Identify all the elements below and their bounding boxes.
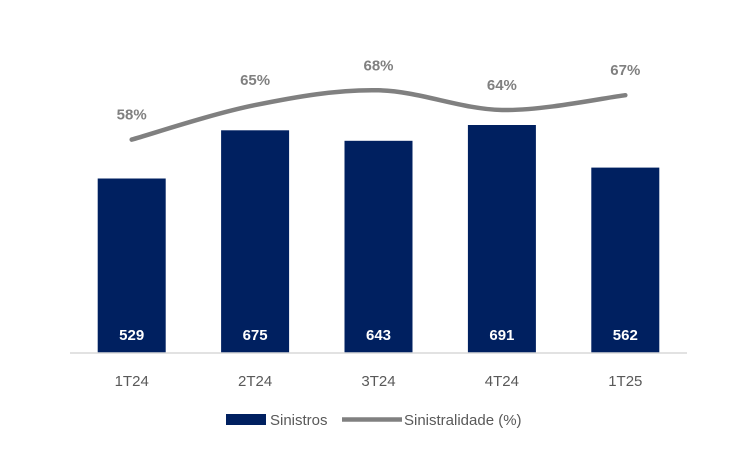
line-value-label-3T24: 68% [363, 57, 393, 74]
bar-value-label-1T25: 562 [613, 327, 638, 344]
bars-layer [97, 125, 660, 353]
category-label-1T24: 1T24 [115, 373, 149, 390]
bar-1T25 [591, 167, 660, 353]
bar-2T24 [221, 130, 290, 353]
category-label-2T24: 2T24 [238, 373, 272, 390]
category-label-4T24: 4T24 [485, 373, 519, 390]
bar-value-label-4T24: 691 [489, 327, 514, 344]
line-value-label-1T25: 67% [610, 62, 640, 79]
line-value-label-1T24: 58% [117, 107, 147, 124]
legend: Sinistros Sinistralidade (%) [226, 412, 522, 429]
bar-value-label-1T24: 529 [119, 327, 144, 344]
bar-1T24 [97, 178, 166, 353]
legend-swatch-sinistros [226, 414, 266, 425]
bar-data-labels: 529 675 643 691 562 [119, 327, 638, 344]
category-labels: 1T24 2T24 3T24 4T24 1T25 [115, 373, 643, 390]
category-label-3T24: 3T24 [361, 373, 395, 390]
bar-3T24 [344, 140, 413, 353]
legend-label-sinistralidade: Sinistralidade (%) [404, 412, 522, 429]
bar-4T24 [467, 125, 536, 353]
bar-value-label-2T24: 675 [243, 327, 268, 344]
line-data-labels: 58% 65% 68% 64% 67% [117, 57, 641, 123]
bar-value-label-3T24: 643 [366, 327, 391, 344]
line-value-label-2T24: 65% [240, 72, 270, 89]
line-value-label-4T24: 64% [487, 77, 517, 94]
category-label-1T25: 1T25 [608, 373, 642, 390]
legend-label-sinistros: Sinistros [270, 412, 328, 429]
sinistralidade-line [129, 87, 628, 142]
